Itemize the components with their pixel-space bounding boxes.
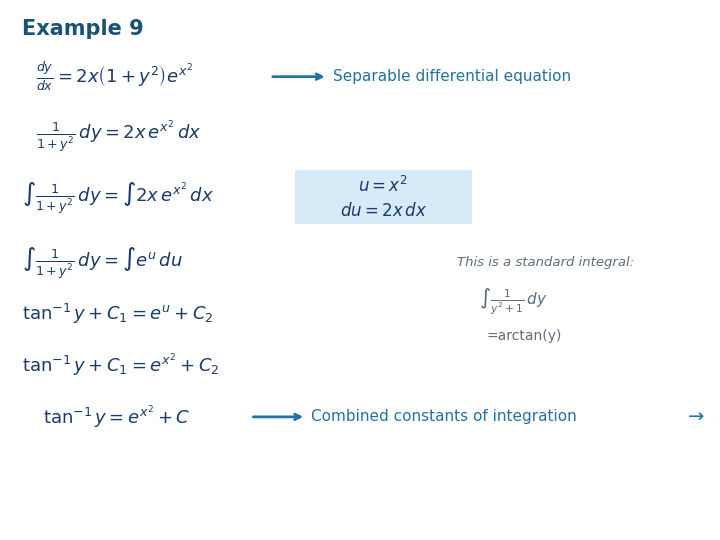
Text: $u = x^2$: $u = x^2$	[359, 176, 408, 196]
Text: $\int\frac{1}{1 + y^2}\,dy = \int 2x\,e^{x^2}\,dx$: $\int\frac{1}{1 + y^2}\,dy = \int 2x\,e^…	[22, 181, 214, 217]
Text: $\tan^{-1}y = e^{x^2} + C$: $\tan^{-1}y = e^{x^2} + C$	[43, 403, 191, 430]
Text: $\int\frac{1}{1 + y^2}\,dy = \int e^{u}\,du$: $\int\frac{1}{1 + y^2}\,dy = \int e^{u}\…	[22, 245, 182, 281]
Text: $\tan^{-1}y + C_1 = e^{x^2} + C_2$: $\tan^{-1}y + C_1 = e^{x^2} + C_2$	[22, 352, 219, 379]
Text: $du = 2x\,dx$: $du = 2x\,dx$	[340, 202, 427, 220]
Text: Combined constants of integration: Combined constants of integration	[311, 409, 577, 424]
Text: Example 9: Example 9	[22, 19, 143, 39]
Text: This is a standard integral:: This is a standard integral:	[457, 256, 634, 269]
Text: $\frac{dy}{dx} = 2x\left(1 + y^2\right)e^{x^2}$: $\frac{dy}{dx} = 2x\left(1 + y^2\right)e…	[36, 60, 193, 93]
Text: →: →	[688, 407, 704, 427]
Text: =arctan(y): =arctan(y)	[486, 329, 562, 343]
Text: $\int\frac{1}{y^2+1}\,dy$: $\int\frac{1}{y^2+1}\,dy$	[479, 287, 547, 318]
FancyBboxPatch shape	[295, 170, 472, 224]
Text: Separable differential equation: Separable differential equation	[333, 69, 571, 84]
Text: $\tan^{-1}y + C_1 = e^{u} + C_2$: $\tan^{-1}y + C_1 = e^{u} + C_2$	[22, 302, 213, 326]
Text: $\frac{1}{1 + y^2}\,dy = 2x\,e^{x^2}\,dx$: $\frac{1}{1 + y^2}\,dy = 2x\,e^{x^2}\,dx…	[36, 118, 202, 154]
